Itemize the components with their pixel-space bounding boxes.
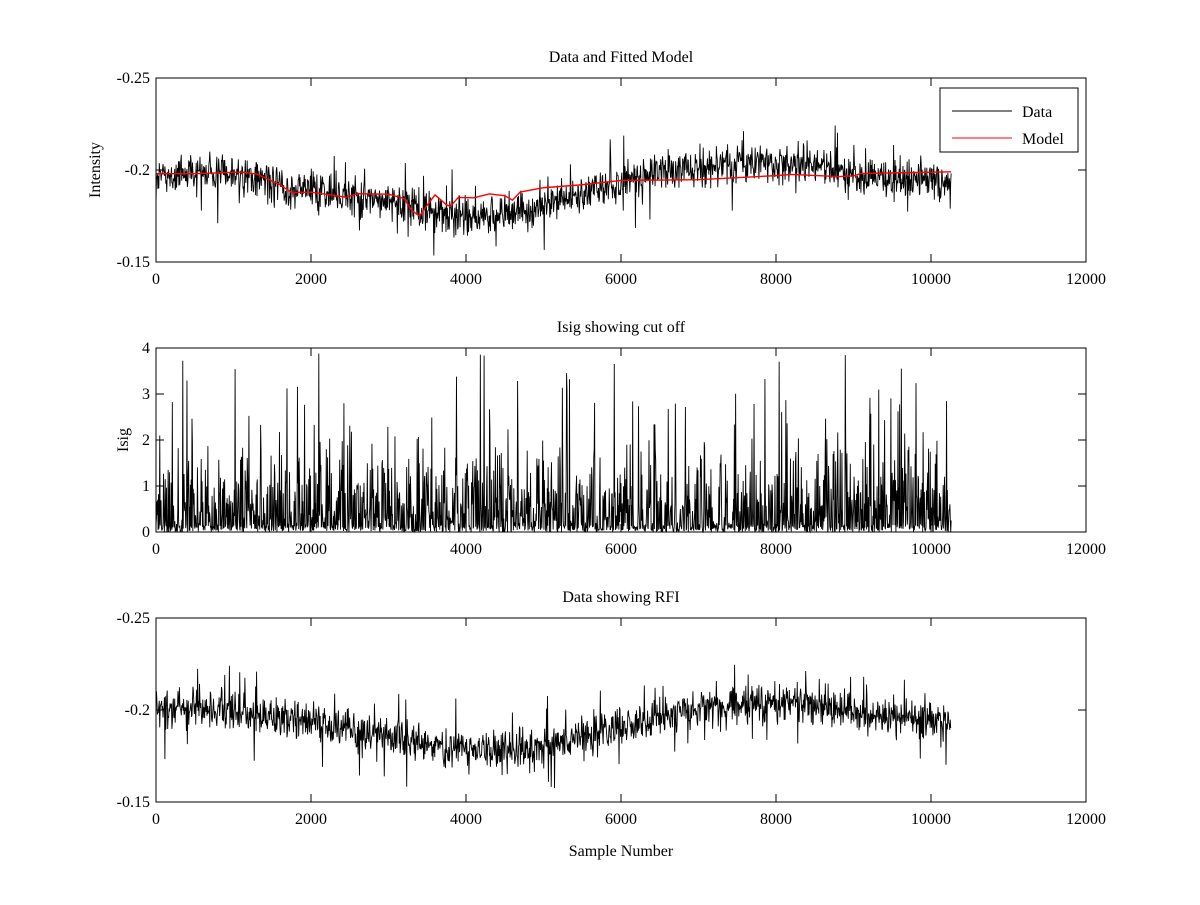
x-tick-label: 2000 [295, 811, 327, 828]
legend: Data Model [939, 87, 1079, 153]
y-axis-label: Intensity [87, 142, 104, 198]
series-data-line [155, 125, 952, 256]
x-tick-label: 2000 [295, 271, 327, 288]
x-tick-label: 0 [152, 271, 160, 288]
plot-area [155, 125, 952, 256]
ticks: 0 2000 4000 6000 8000 10000 12000 -0.15 -0.2 -0.2… [117, 610, 1106, 828]
y-tick-label: 4 [142, 340, 150, 357]
x-tick-label: 12000 [1066, 541, 1106, 558]
y-tick-label: 3 [142, 386, 150, 403]
x-tick-label: 6000 [605, 541, 637, 558]
x-tick-label: 8000 [760, 541, 792, 558]
y-tick-label: -0.25 [117, 70, 150, 87]
x-tick-label: 0 [152, 541, 160, 558]
panel-title: Isig showing cut off [557, 319, 686, 336]
panel-data-showing-rfi: Data showing RFI 0 2000 4000 6000 8000 10000 1… [117, 589, 1106, 860]
x-tick-label: 4000 [450, 271, 482, 288]
x-tick-label: 6000 [605, 271, 637, 288]
x-tick-label: 12000 [1066, 271, 1106, 288]
plot-area [155, 664, 952, 789]
ticks: 0 2000 4000 6000 8000 10000 12000 -0.15 -0.2 -0.2… [117, 70, 1106, 288]
y-tick-label: 1 [142, 478, 150, 495]
panel-title: Data and Fitted Model [549, 49, 694, 66]
series-model-line [155, 171, 952, 218]
x-tick-label: 8000 [760, 271, 792, 288]
series-isig-line [155, 353, 952, 534]
y-tick-label: -0.15 [117, 254, 150, 271]
plot-area [155, 353, 952, 534]
x-tick-label: 4000 [450, 541, 482, 558]
panel-title: Data showing RFI [562, 589, 679, 606]
x-tick-label: 8000 [760, 811, 792, 828]
x-tick-label: 12000 [1066, 811, 1106, 828]
x-tick-label: 10000 [911, 541, 951, 558]
x-tick-label: 10000 [911, 271, 951, 288]
legend-label-model: Model [1022, 131, 1064, 148]
x-tick-label: 6000 [605, 811, 637, 828]
x-tick-label: 0 [152, 811, 160, 828]
y-tick-label: 2 [142, 432, 150, 449]
panel-data-and-fitted-model: Data and Fitted Model Intensity 0 2000 400… [87, 49, 1106, 288]
x-tick-label: 2000 [295, 541, 327, 558]
x-axis-label: Sample Number [569, 843, 674, 860]
y-tick-label: -0.2 [125, 702, 150, 719]
panel-isig-showing-cut-off: Isig showing cut off Isig 0 2000 4000 6000 8… [115, 319, 1106, 558]
y-tick-label: -0.2 [125, 162, 150, 179]
x-tick-label: 4000 [450, 811, 482, 828]
ticks: 0 2000 4000 6000 8000 10000 12000 0 1 2 3 4 [142, 340, 1106, 558]
x-tick-label: 10000 [911, 811, 951, 828]
series-data-line [155, 664, 952, 789]
legend-label-data: Data [1022, 104, 1052, 121]
legend-box [939, 87, 1079, 153]
y-tick-label: 0 [142, 524, 150, 541]
y-axis-label: Isig [115, 428, 132, 452]
y-tick-label: -0.15 [117, 794, 150, 811]
y-tick-label: -0.25 [117, 610, 150, 627]
